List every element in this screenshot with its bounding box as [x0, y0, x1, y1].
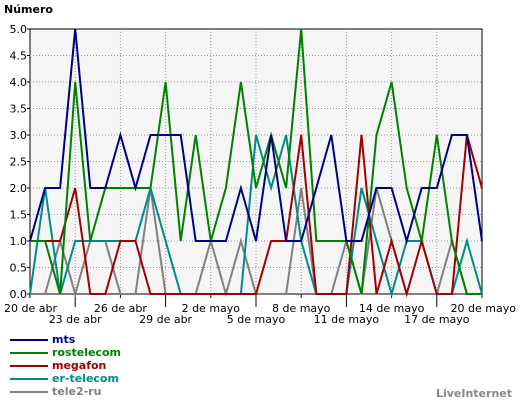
y-tick-label: 3.0: [10, 129, 28, 142]
y-tick-label: 0.5: [10, 262, 28, 275]
y-tick-label: 2.0: [10, 182, 28, 195]
x-tick-label: 11 de mayo: [314, 313, 380, 326]
x-tick-label: 29 de abr: [139, 313, 192, 326]
x-tick-label: 20 de abr: [4, 302, 57, 315]
x-tick-label: 8 de mayo: [272, 302, 331, 315]
y-tick-label: 1.0: [10, 235, 28, 248]
y-tick-label: 1.5: [10, 209, 28, 222]
y-axis-ticks: 0.0 0.5 1.0 1.5 2.0 2.5 3.0 3.5 4.0 4.5 5.0: [10, 23, 30, 301]
x-tick-label: 5 de mayo: [227, 313, 286, 326]
y-axis-label: Número: [4, 3, 53, 16]
legend-swatch: [10, 352, 48, 354]
legend-label: er-telecom: [52, 372, 119, 385]
legend-label: rostelecom: [52, 346, 122, 359]
y-tick-label: 3.5: [10, 103, 28, 116]
x-tick-label: 14 de mayo: [359, 302, 425, 315]
y-tick-label: 4.5: [10, 50, 28, 63]
legend-swatch: [10, 378, 48, 380]
x-tick-label: 26 de abr: [94, 302, 147, 315]
y-tick-label: 0.0: [10, 288, 28, 301]
legend-swatch: [10, 391, 48, 393]
series-line-megafon: [30, 134, 483, 298]
y-tick-label: 5.0: [10, 23, 28, 36]
legend-label: megafon: [52, 359, 107, 372]
series-lines: [29, 28, 483, 298]
legend-label: mts: [52, 333, 76, 346]
series-line-mts: [29, 28, 483, 245]
x-tick-label: 23 de abr: [49, 313, 102, 326]
legend-label: tele2-ru: [52, 385, 102, 398]
legend-swatch: [10, 339, 48, 341]
x-tick-label: 17 de mayo: [404, 313, 470, 326]
branding-label: LiveInternet: [435, 387, 512, 400]
y-tick-label: 4.0: [10, 76, 28, 89]
x-tick-label: 20 de mayo: [451, 302, 517, 315]
legend-swatch: [10, 365, 48, 367]
x-tick-label: 2 de mayo: [182, 302, 241, 315]
y-tick-label: 2.5: [10, 156, 28, 169]
